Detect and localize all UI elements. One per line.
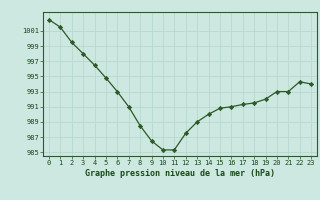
X-axis label: Graphe pression niveau de la mer (hPa): Graphe pression niveau de la mer (hPa) xyxy=(85,169,275,178)
